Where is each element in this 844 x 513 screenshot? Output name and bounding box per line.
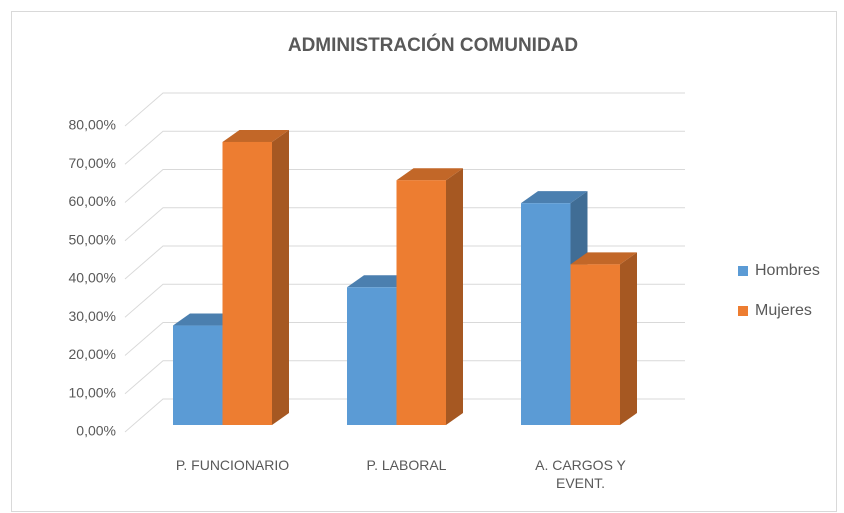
grid-line [124,207,685,242]
bar-side [620,252,637,425]
grid-line [124,398,685,433]
bar [222,141,272,425]
legend-swatch [738,266,748,276]
y-tick-label: 80,00% [69,117,116,133]
bar-top [521,191,588,204]
y-tick-label: 60,00% [69,193,116,209]
bar-side [446,168,463,425]
bar [570,264,620,425]
grid-line [124,130,685,165]
y-tick-label: 70,00% [69,155,116,171]
chart-title: ADMINISTRACIÓN COMUNIDAD [288,34,578,56]
bar [396,180,446,425]
x-tick-label: A. CARGOS Y EVENT. [535,457,626,491]
grid-line [124,245,685,280]
bar [347,287,397,425]
bar-top [222,129,289,142]
y-tick-label: 0,00% [76,423,116,439]
legend-swatch [738,306,748,316]
legend-label: Mujeres [755,302,812,319]
y-tick-label: 40,00% [69,270,116,286]
y-tick-label: 50,00% [69,231,116,247]
grid-line [124,92,685,127]
y-tick-label: 10,00% [69,384,116,400]
x-tick-label: P. LABORAL [366,457,447,473]
bar-side [272,129,289,425]
bar [173,325,223,425]
y-tick-label: 20,00% [69,346,116,362]
bar [521,203,571,425]
x-tick-label: P. FUNCIONARIO [175,457,290,473]
bar-top [570,252,637,265]
bar-top [396,168,463,181]
grid-line [124,360,685,395]
y-tick-label: 30,00% [69,308,116,324]
grid-line [124,169,685,203]
legend-label: Hombres [755,262,820,279]
grid-line [124,283,685,318]
grid-line [124,322,685,356]
